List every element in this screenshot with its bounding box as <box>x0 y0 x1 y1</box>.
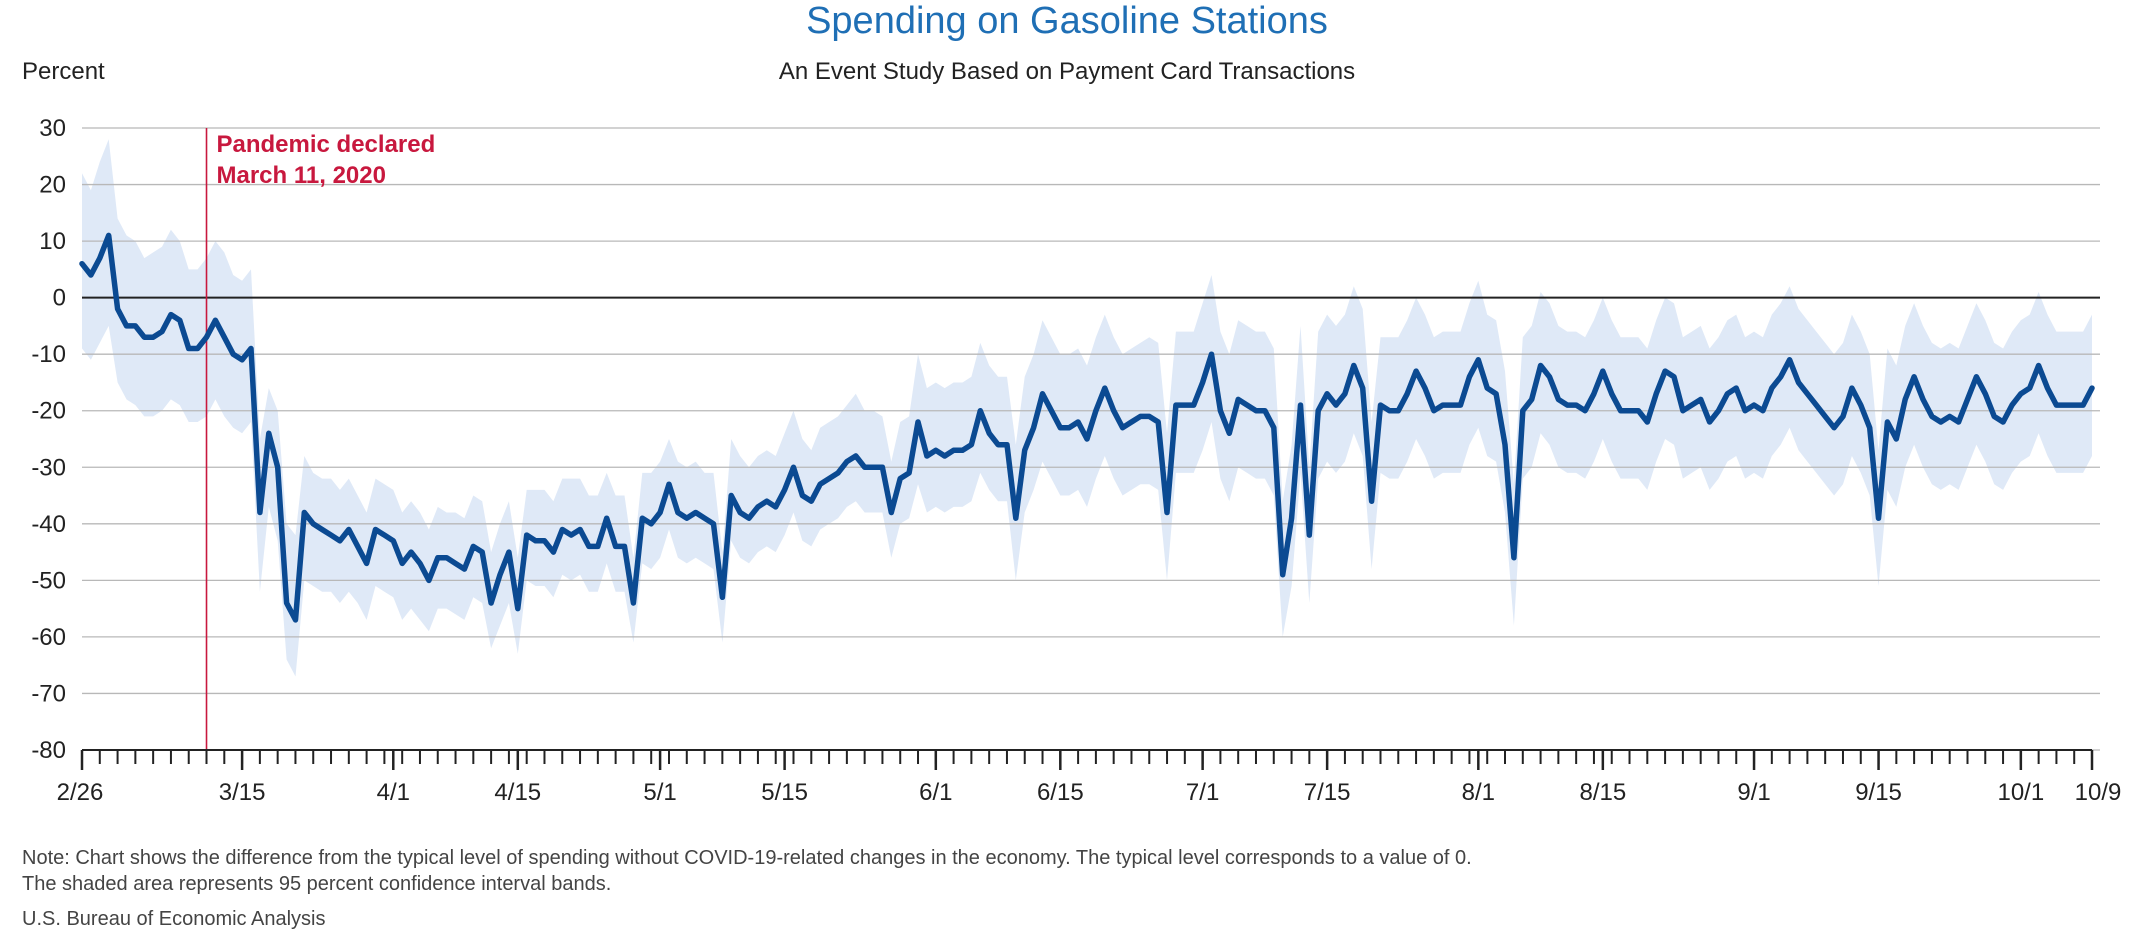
note-line-1: Note: Chart shows the difference from th… <box>22 847 1472 869</box>
y-tick-label: -10 <box>31 341 66 368</box>
y-tick-label: 20 <box>39 172 66 199</box>
x-tick-label: 8/1 <box>1462 779 1495 806</box>
x-tick-label: 10/1 <box>1997 779 2044 806</box>
x-tick-label: 5/15 <box>761 779 808 806</box>
x-tick-label: 3/15 <box>219 779 266 806</box>
y-tick-label: 30 <box>39 115 66 142</box>
y-tick-label: -60 <box>31 624 66 651</box>
x-tick-label: 6/15 <box>1037 779 1084 806</box>
y-tick-label: -80 <box>31 737 66 764</box>
note-line-2: The shaded area represents 95 percent co… <box>22 873 612 895</box>
source-credit: U.S. Bureau of Economic Analysis <box>22 908 326 930</box>
y-tick-label: 0 <box>53 285 66 312</box>
x-tick-label: 7/1 <box>1186 779 1219 806</box>
chart-subtitle: An Event Study Based on Payment Card Tra… <box>778 58 1356 85</box>
line-chart: 30 20 10 0 -10 -20 -30 -40 -50 -60 -70 -80 Pandemic … <box>31 115 2122 806</box>
x-tick-label: 9/1 <box>1737 779 1770 806</box>
x-tick-label: 10/9 <box>2075 779 2122 806</box>
x-tick-label: 9/15 <box>1855 779 1902 806</box>
y-axis-label: Percent <box>22 58 105 85</box>
y-tick-label: -50 <box>31 567 66 594</box>
event-annotation-line: March 11, 2020 <box>217 162 386 189</box>
chart-title: Spending on Gasoline Stations <box>806 0 1328 42</box>
x-tick-label: 2/26 <box>57 779 104 806</box>
x-tick-label: 5/1 <box>643 779 676 806</box>
x-tick-label: 4/1 <box>377 779 410 806</box>
x-tick-label: 6/1 <box>919 779 952 806</box>
y-tick-label: -30 <box>31 454 66 481</box>
event-annotation-line: Pandemic declared <box>217 131 436 158</box>
y-tick-label: -40 <box>31 511 66 538</box>
spending-line <box>79 232 2095 623</box>
x-tick-label: 4/15 <box>494 779 541 806</box>
y-tick-label: -20 <box>31 398 66 425</box>
y-tick-label: 10 <box>39 228 66 255</box>
x-tick-label: 8/15 <box>1579 779 1626 806</box>
y-tick-label: -70 <box>31 680 66 707</box>
chart-note: Note: Chart shows the difference from th… <box>22 845 1472 897</box>
confidence-band <box>82 139 2092 677</box>
x-tick-label: 7/15 <box>1304 779 1351 806</box>
